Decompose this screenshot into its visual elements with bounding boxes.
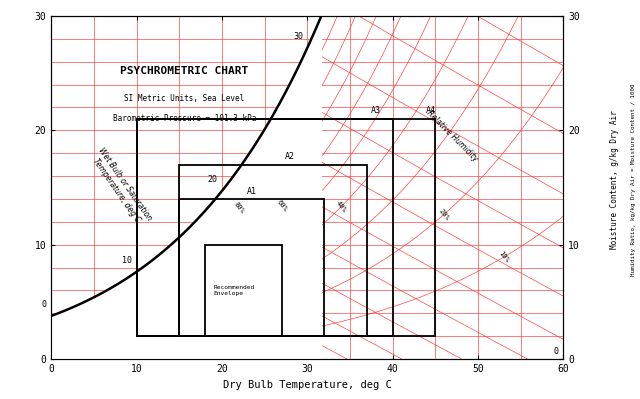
- Text: A4: A4: [426, 107, 436, 115]
- Text: 40%: 40%: [335, 200, 348, 213]
- Text: 80%: 80%: [233, 201, 245, 214]
- Text: 0: 0: [554, 347, 559, 356]
- Polygon shape: [51, 16, 321, 359]
- Text: 10: 10: [122, 256, 132, 265]
- Text: Wet Bulb or Saturation
Temperature, deg C: Wet Bulb or Saturation Temperature, deg …: [88, 146, 153, 229]
- Text: A3: A3: [371, 107, 380, 115]
- Text: Barometric Pressure = 101.3 kPa: Barometric Pressure = 101.3 kPa: [113, 115, 256, 123]
- Text: 20: 20: [207, 175, 218, 184]
- Text: 0: 0: [42, 300, 47, 309]
- Text: A2: A2: [285, 152, 295, 161]
- Text: PSYCHROMETRIC CHART: PSYCHROMETRIC CHART: [120, 66, 248, 76]
- Bar: [179, 199, 324, 336]
- Text: A1: A1: [247, 187, 257, 196]
- Text: SI Metric Units, Sea Level: SI Metric Units, Sea Level: [124, 94, 244, 103]
- Text: 20%: 20%: [438, 208, 450, 221]
- Text: Humidity Ratio, kg/kg Dry Air = Moisture Content / 1000: Humidity Ratio, kg/kg Dry Air = Moisture…: [631, 83, 636, 276]
- X-axis label: Dry Bulb Temperature, deg C: Dry Bulb Temperature, deg C: [223, 379, 392, 389]
- Text: Recommended
Envelope: Recommended Envelope: [213, 285, 255, 296]
- Text: 10%: 10%: [497, 251, 509, 264]
- Polygon shape: [51, 16, 321, 359]
- Bar: [179, 165, 367, 336]
- Text: 30: 30: [293, 32, 303, 41]
- Bar: [136, 119, 435, 336]
- Text: 60%: 60%: [275, 199, 288, 213]
- Bar: [205, 245, 282, 336]
- Text: Moisture Content, g/kg Dry Air: Moisture Content, g/kg Dry Air: [610, 110, 619, 249]
- Bar: [136, 119, 392, 336]
- Text: Relative Humidity: Relative Humidity: [425, 109, 479, 163]
